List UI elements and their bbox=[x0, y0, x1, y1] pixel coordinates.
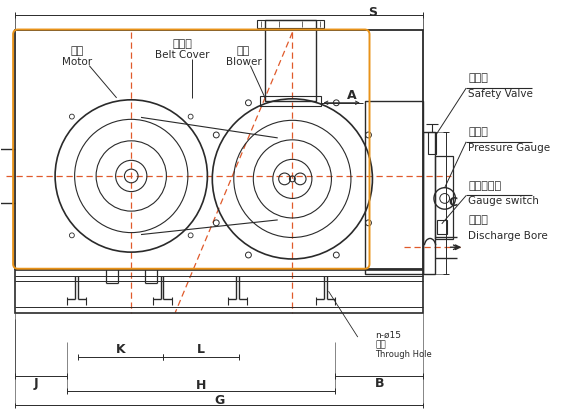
Bar bbox=[365, 101, 423, 274]
Text: Gauge switch: Gauge switch bbox=[468, 196, 539, 206]
Text: Motor: Motor bbox=[63, 57, 93, 67]
Text: A: A bbox=[347, 89, 356, 102]
Text: Belt Cover: Belt Cover bbox=[155, 50, 209, 60]
Text: L: L bbox=[197, 343, 205, 356]
Bar bbox=[435, 156, 452, 240]
Text: 皮带罩: 皮带罩 bbox=[172, 39, 192, 49]
Text: 通孔: 通孔 bbox=[376, 340, 386, 349]
Text: C: C bbox=[448, 196, 457, 209]
Bar bbox=[428, 132, 436, 153]
Text: S: S bbox=[368, 6, 377, 19]
Text: 压力表开关: 压力表开关 bbox=[468, 181, 501, 191]
Text: n-ø15: n-ø15 bbox=[376, 331, 401, 340]
Bar bbox=[260, 96, 321, 106]
Text: G: G bbox=[214, 394, 224, 407]
Text: H: H bbox=[196, 380, 206, 393]
Text: Blower: Blower bbox=[226, 57, 261, 67]
Text: Through Hole: Through Hole bbox=[376, 350, 432, 359]
Text: Discharge Bore: Discharge Bore bbox=[468, 231, 548, 240]
Text: 排出口: 排出口 bbox=[468, 215, 488, 225]
Text: K: K bbox=[116, 343, 125, 356]
Text: B: B bbox=[374, 377, 384, 390]
Bar bbox=[15, 30, 423, 269]
Bar bbox=[15, 270, 423, 313]
Bar bbox=[265, 20, 316, 101]
Text: 电机: 电机 bbox=[71, 46, 84, 56]
Text: 风机: 风机 bbox=[237, 46, 250, 56]
Text: 安全阀: 安全阀 bbox=[468, 73, 488, 83]
Text: Safety Valve: Safety Valve bbox=[468, 89, 533, 99]
Bar bbox=[257, 20, 324, 28]
Text: Pressure Gauge: Pressure Gauge bbox=[468, 143, 550, 153]
Bar bbox=[423, 132, 435, 274]
Bar bbox=[437, 220, 447, 234]
Text: J: J bbox=[34, 377, 38, 390]
Text: 压力表: 压力表 bbox=[468, 127, 488, 137]
